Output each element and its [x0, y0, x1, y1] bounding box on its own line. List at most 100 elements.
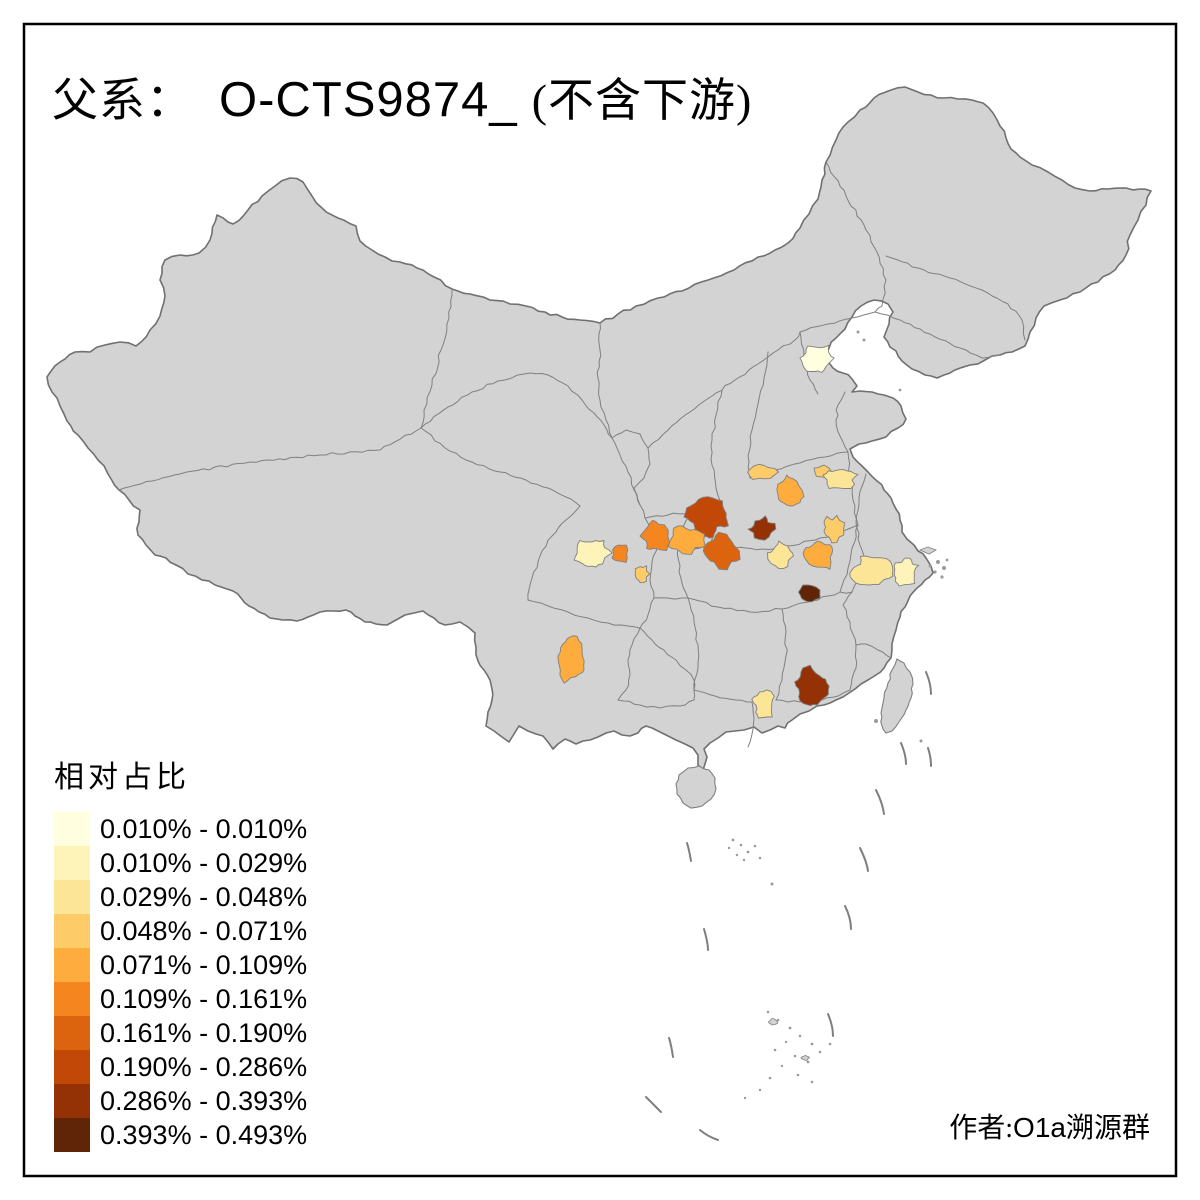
island-speck — [940, 575, 944, 579]
province-border — [647, 331, 801, 449]
province-border — [799, 311, 876, 333]
island-speck — [828, 1042, 832, 1046]
map-region — [751, 689, 775, 719]
province-border — [687, 597, 700, 691]
map-region — [702, 531, 741, 571]
nine-dash-segment — [875, 789, 885, 815]
map-region — [639, 519, 671, 551]
nine-dash-segment — [925, 671, 932, 695]
legend-swatch — [54, 1084, 90, 1118]
title-prefix: 父系： — [52, 75, 193, 126]
nine-dash-segment — [668, 1037, 674, 1058]
author-prefix: 作者: — [949, 1113, 1014, 1144]
legend-swatch — [54, 914, 90, 948]
island-speck — [928, 564, 932, 568]
author-suffix: 溯源群 — [1065, 1113, 1150, 1144]
nine-dash-segment — [844, 905, 852, 930]
legend-row: 0.010% - 0.029% — [54, 846, 307, 880]
island — [918, 546, 937, 555]
legend-label: 0.071% - 0.109% — [100, 949, 308, 980]
legend-swatch — [54, 812, 90, 846]
province-border — [839, 524, 859, 593]
province-border — [611, 429, 651, 506]
island-speck — [768, 1076, 772, 1080]
legend-row: 0.048% - 0.071% — [54, 914, 307, 948]
legend-label: 0.109% - 0.161% — [100, 983, 308, 1014]
map-region — [802, 540, 834, 570]
island-speck — [743, 1096, 747, 1100]
island-speck — [942, 566, 946, 570]
island-hainan — [675, 765, 717, 809]
title-haplogroup: O-CTS9874_ — [219, 73, 518, 127]
legend-row: 0.190% - 0.286% — [54, 1050, 307, 1084]
map-region — [747, 515, 777, 541]
province-border — [885, 255, 1026, 341]
island-speck — [793, 1054, 797, 1058]
legend-swatch — [54, 846, 90, 880]
island-speck — [798, 1034, 802, 1038]
legend-swatch — [54, 1118, 90, 1152]
island-speck — [727, 846, 731, 850]
legend-swatch — [54, 1016, 90, 1050]
legend-title: 相对占比 — [54, 761, 190, 794]
province-border — [687, 591, 841, 613]
province-border — [420, 427, 581, 507]
country-outline — [46, 86, 1152, 771]
province-border — [420, 372, 613, 439]
island-speck — [810, 1042, 814, 1046]
province-border — [527, 505, 581, 601]
province-border — [710, 389, 723, 509]
island-speck — [936, 560, 940, 564]
province-border — [118, 427, 422, 491]
province-border — [617, 689, 696, 709]
nine-dash-segment — [686, 842, 692, 862]
author-credit: 作者:O1a溯源群 — [949, 1106, 1150, 1146]
island-speck — [874, 719, 878, 723]
title-suffix: (不含下游) — [531, 75, 753, 126]
legend-swatch — [54, 880, 90, 914]
map-region — [667, 525, 706, 555]
province-border — [527, 599, 641, 629]
map-region — [634, 565, 651, 584]
nine-dash-segment — [859, 847, 869, 872]
province-border — [693, 689, 753, 703]
nine-dash-segment — [703, 928, 709, 951]
map-region — [822, 469, 859, 489]
province-border — [420, 288, 453, 429]
map-region — [611, 544, 629, 563]
island-speck — [753, 844, 757, 848]
province-border — [842, 604, 858, 691]
island-speck — [818, 1050, 822, 1054]
map-region — [557, 635, 585, 684]
legend: 相对占比 0.010% - 0.010% 0.010% - 0.029% 0.029… — [54, 752, 307, 1152]
province-border — [825, 161, 887, 313]
island — [800, 1054, 810, 1061]
map-region — [794, 664, 830, 707]
province-border — [639, 544, 659, 629]
island-speck — [742, 858, 746, 862]
legend-label: 0.029% - 0.048% — [100, 881, 308, 912]
island-speck — [773, 1048, 777, 1052]
legend-row: 0.161% - 0.190% — [54, 1016, 307, 1050]
nine-dash-segment — [645, 1096, 662, 1113]
legend-rows: 0.010% - 0.010% 0.010% - 0.029% 0.029% - 0… — [54, 812, 307, 1152]
province-border — [839, 591, 853, 606]
legend-row: 0.109% - 0.161% — [54, 982, 307, 1016]
province-border — [775, 608, 788, 701]
island-speck — [770, 882, 774, 886]
legend-label: 0.010% - 0.010% — [100, 813, 308, 844]
legend-row: 0.393% - 0.493% — [54, 1118, 307, 1152]
legend-row: 0.286% - 0.393% — [54, 1084, 307, 1118]
legend-label: 0.010% - 0.029% — [100, 847, 308, 878]
province-border — [596, 322, 613, 439]
province-border — [617, 627, 641, 701]
page-title: 父系： O-CTS9874_ (不含下游) — [52, 64, 752, 130]
province-border — [653, 597, 689, 600]
island-speck — [776, 1018, 780, 1022]
map-region — [766, 540, 794, 570]
legend-label: 0.161% - 0.190% — [100, 1017, 308, 1048]
nine-dash-segment — [927, 747, 932, 767]
map-region — [893, 557, 920, 587]
map-region — [798, 584, 821, 603]
